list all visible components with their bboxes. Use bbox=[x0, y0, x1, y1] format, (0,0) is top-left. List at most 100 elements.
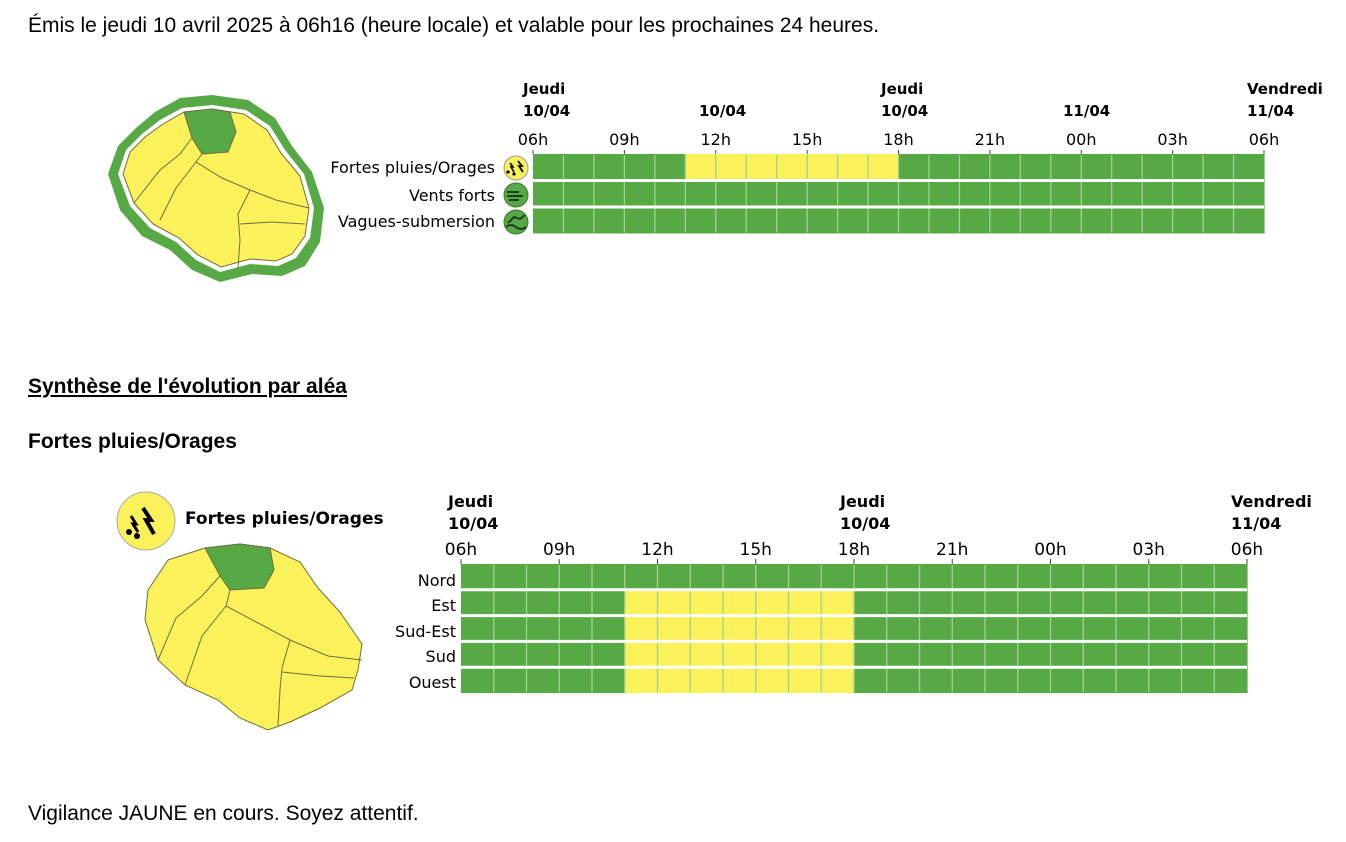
timeline-cell bbox=[854, 667, 888, 693]
zone-label-nord: Nord bbox=[418, 571, 456, 590]
timeline-cell bbox=[776, 207, 808, 234]
timeline-cell bbox=[1233, 207, 1265, 234]
timeline-cell bbox=[1116, 641, 1150, 668]
timeline-cell bbox=[1020, 207, 1052, 234]
timeline-cell bbox=[657, 589, 691, 616]
timeline-cell bbox=[1050, 667, 1084, 693]
timeline-cell bbox=[592, 564, 626, 590]
timeline-cell bbox=[1020, 180, 1052, 207]
timeline-cell bbox=[1050, 615, 1084, 642]
timeline-cell bbox=[1148, 564, 1183, 590]
timeline-cell bbox=[690, 615, 724, 642]
hour-label: 03h bbox=[1133, 540, 1165, 560]
timeline-cell bbox=[1142, 180, 1174, 207]
timeline-cell bbox=[886, 667, 921, 693]
timeline-cell bbox=[821, 564, 855, 590]
timeline-cell bbox=[715, 180, 747, 207]
timeline-cell bbox=[493, 589, 528, 616]
wind-icon bbox=[503, 182, 529, 208]
timeline-cell bbox=[1172, 180, 1204, 207]
hour-label: 21h bbox=[975, 130, 1006, 149]
timeline-cell bbox=[723, 641, 757, 668]
timeline-cell bbox=[788, 589, 822, 616]
timeline-cell bbox=[919, 564, 953, 590]
timeline-cell bbox=[746, 154, 778, 181]
zone-label-sud-est: Sud-Est bbox=[395, 622, 456, 641]
timeline-cell bbox=[755, 615, 790, 642]
timeline-cell bbox=[959, 207, 991, 234]
timeline-cell bbox=[1081, 180, 1113, 207]
timeline-cell bbox=[1181, 641, 1215, 668]
timeline-cell bbox=[1148, 615, 1183, 642]
timeline-cell bbox=[559, 589, 593, 616]
timeline-cell bbox=[1181, 667, 1215, 693]
synthesis-timeline-chart: Jeudi 10/04 Jeudi 10/04 Vendredi 11/04 0… bbox=[395, 492, 1312, 693]
overview-date-label: 10/04 bbox=[881, 102, 928, 120]
timeline-cell bbox=[755, 667, 790, 693]
timeline-cell bbox=[1111, 154, 1143, 181]
hour-label: 12h bbox=[641, 540, 673, 560]
timeline-cell bbox=[1083, 641, 1117, 668]
timeline-cell bbox=[989, 207, 1021, 234]
timeline-cell bbox=[807, 207, 839, 234]
hour-label: 15h bbox=[740, 540, 772, 560]
timeline-cell bbox=[690, 589, 724, 616]
timeline-cell bbox=[593, 180, 625, 207]
timeline-cell bbox=[854, 589, 888, 616]
timeline-cell bbox=[755, 641, 790, 668]
timeline-cell bbox=[854, 641, 888, 668]
timeline-cell bbox=[854, 564, 888, 590]
timeline-cell bbox=[657, 641, 691, 668]
timeline-cell bbox=[837, 154, 869, 181]
timeline-cell bbox=[533, 154, 565, 181]
timeline-cell bbox=[1020, 154, 1052, 181]
timeline-cell bbox=[985, 667, 1019, 693]
timeline-cell bbox=[898, 180, 930, 207]
timeline-cell bbox=[657, 615, 691, 642]
timeline-cell bbox=[1203, 154, 1235, 181]
timeline-cell bbox=[746, 180, 778, 207]
timeline-cell bbox=[821, 589, 855, 616]
timeline-cell bbox=[837, 180, 869, 207]
timeline-cell bbox=[654, 154, 686, 181]
timeline-cell bbox=[776, 154, 808, 181]
overview-date-label: 11/04 bbox=[1063, 102, 1110, 120]
synthesis-day-label: Vendredi bbox=[1231, 492, 1312, 511]
timeline-cell bbox=[1172, 154, 1204, 181]
timeline-cell bbox=[959, 180, 991, 207]
timeline-cell bbox=[1083, 589, 1117, 616]
timeline-cell bbox=[1050, 154, 1082, 181]
synthesis-day-labels: Jeudi 10/04 Jeudi 10/04 Vendredi 11/04 bbox=[447, 492, 1312, 533]
timeline-cell bbox=[755, 564, 790, 590]
timeline-cell bbox=[1214, 615, 1248, 642]
timeline-cell bbox=[690, 641, 724, 668]
thunderstorm-icon bbox=[503, 155, 529, 181]
timeline-cell bbox=[624, 207, 656, 234]
hour-label: 03h bbox=[1157, 130, 1188, 149]
row-label-fortes-pluies: Fortes pluies/Orages bbox=[330, 158, 495, 177]
timeline-cell bbox=[821, 667, 855, 693]
timeline-cell bbox=[593, 154, 625, 181]
hour-label: 06h bbox=[445, 540, 477, 560]
timeline-cell bbox=[1233, 180, 1265, 207]
timeline-cell bbox=[985, 589, 1019, 616]
timeline-cell bbox=[723, 589, 757, 616]
overview-date-label: 11/04 bbox=[1247, 102, 1294, 120]
timeline-cell bbox=[1142, 154, 1174, 181]
timeline-cell bbox=[559, 641, 593, 668]
timeline-cell bbox=[563, 180, 595, 207]
timeline-cell bbox=[715, 154, 747, 181]
timeline-cell bbox=[837, 207, 869, 234]
timeline-cell bbox=[1050, 641, 1084, 668]
timeline-cell bbox=[559, 615, 593, 642]
timeline-cell bbox=[1111, 207, 1143, 234]
island-land bbox=[122, 108, 310, 268]
north-zone bbox=[204, 543, 275, 591]
hazard-heading: Fortes pluies/Orages bbox=[28, 430, 237, 453]
hour-label: 06h bbox=[518, 130, 549, 149]
timeline-cell bbox=[788, 564, 822, 590]
timeline-cell bbox=[919, 641, 953, 668]
timeline-cell bbox=[898, 207, 930, 234]
north-zone bbox=[183, 108, 237, 155]
timeline-cell bbox=[755, 589, 790, 616]
